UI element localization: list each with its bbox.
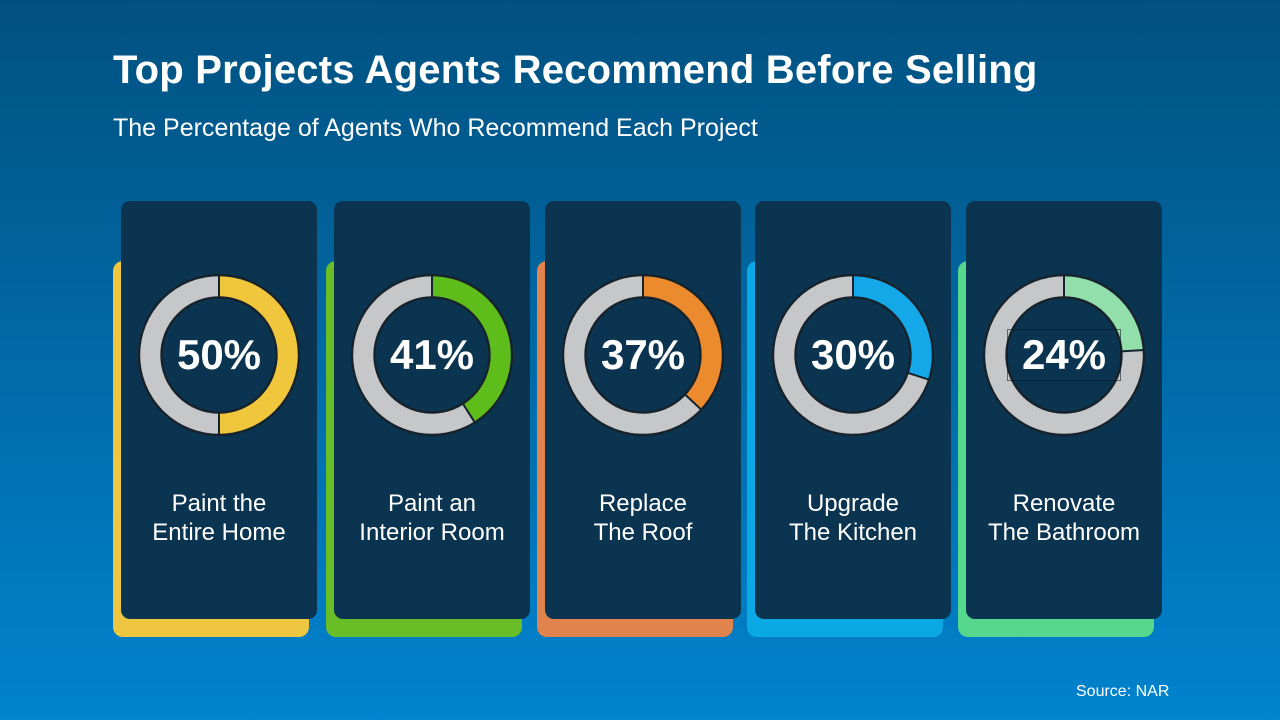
- donut-ring: [982, 273, 1146, 437]
- project-label: Paint the Entire Home: [152, 490, 286, 546]
- percent-label: 50%: [176, 331, 262, 378]
- percent-label-wrap: 37%: [558, 270, 728, 440]
- project-card: 37% Replace The Roof: [545, 201, 741, 619]
- donut-ring: [561, 273, 725, 437]
- donut-ring: [137, 273, 301, 437]
- donut-chart: 41%: [347, 270, 517, 440]
- percent-label-wrap: 30%: [768, 270, 938, 440]
- percent-label: 24%: [1006, 329, 1122, 381]
- header: Top Projects Agents Recommend Before Sel…: [113, 48, 1038, 143]
- percent-label-wrap: 50%: [134, 270, 304, 440]
- donut-chart: 30%: [768, 270, 938, 440]
- project-label: Renovate The Bathroom: [987, 490, 1141, 546]
- percent-label-wrap: 24%: [979, 270, 1149, 440]
- project-card: 30% Upgrade The Kitchen: [755, 201, 951, 619]
- percent-label: 30%: [810, 331, 896, 378]
- donut-ring: [350, 273, 514, 437]
- percent-label-wrap: 41%: [347, 270, 517, 440]
- donut-chart: 37%: [558, 270, 728, 440]
- project-label: Upgrade The Kitchen: [788, 490, 918, 546]
- donut-chart: 50%: [134, 270, 304, 440]
- project-card: 24% Renovate The Bathroom: [966, 201, 1162, 619]
- project-card: 50% Paint the Entire Home: [121, 201, 317, 619]
- project-card: 41% Paint an Interior Room: [334, 201, 530, 619]
- percent-label: 37%: [600, 331, 686, 378]
- source-attribution: Source: NAR: [1076, 683, 1170, 700]
- donut-ring: [771, 273, 935, 437]
- page-title: Top Projects Agents Recommend Before Sel…: [113, 48, 1038, 92]
- percent-label: 41%: [389, 331, 475, 378]
- donut-chart: 24%: [979, 270, 1149, 440]
- project-label: Paint an Interior Room: [359, 490, 505, 546]
- project-label: Replace The Roof: [593, 490, 693, 546]
- page-subtitle: The Percentage of Agents Who Recommend E…: [113, 114, 758, 142]
